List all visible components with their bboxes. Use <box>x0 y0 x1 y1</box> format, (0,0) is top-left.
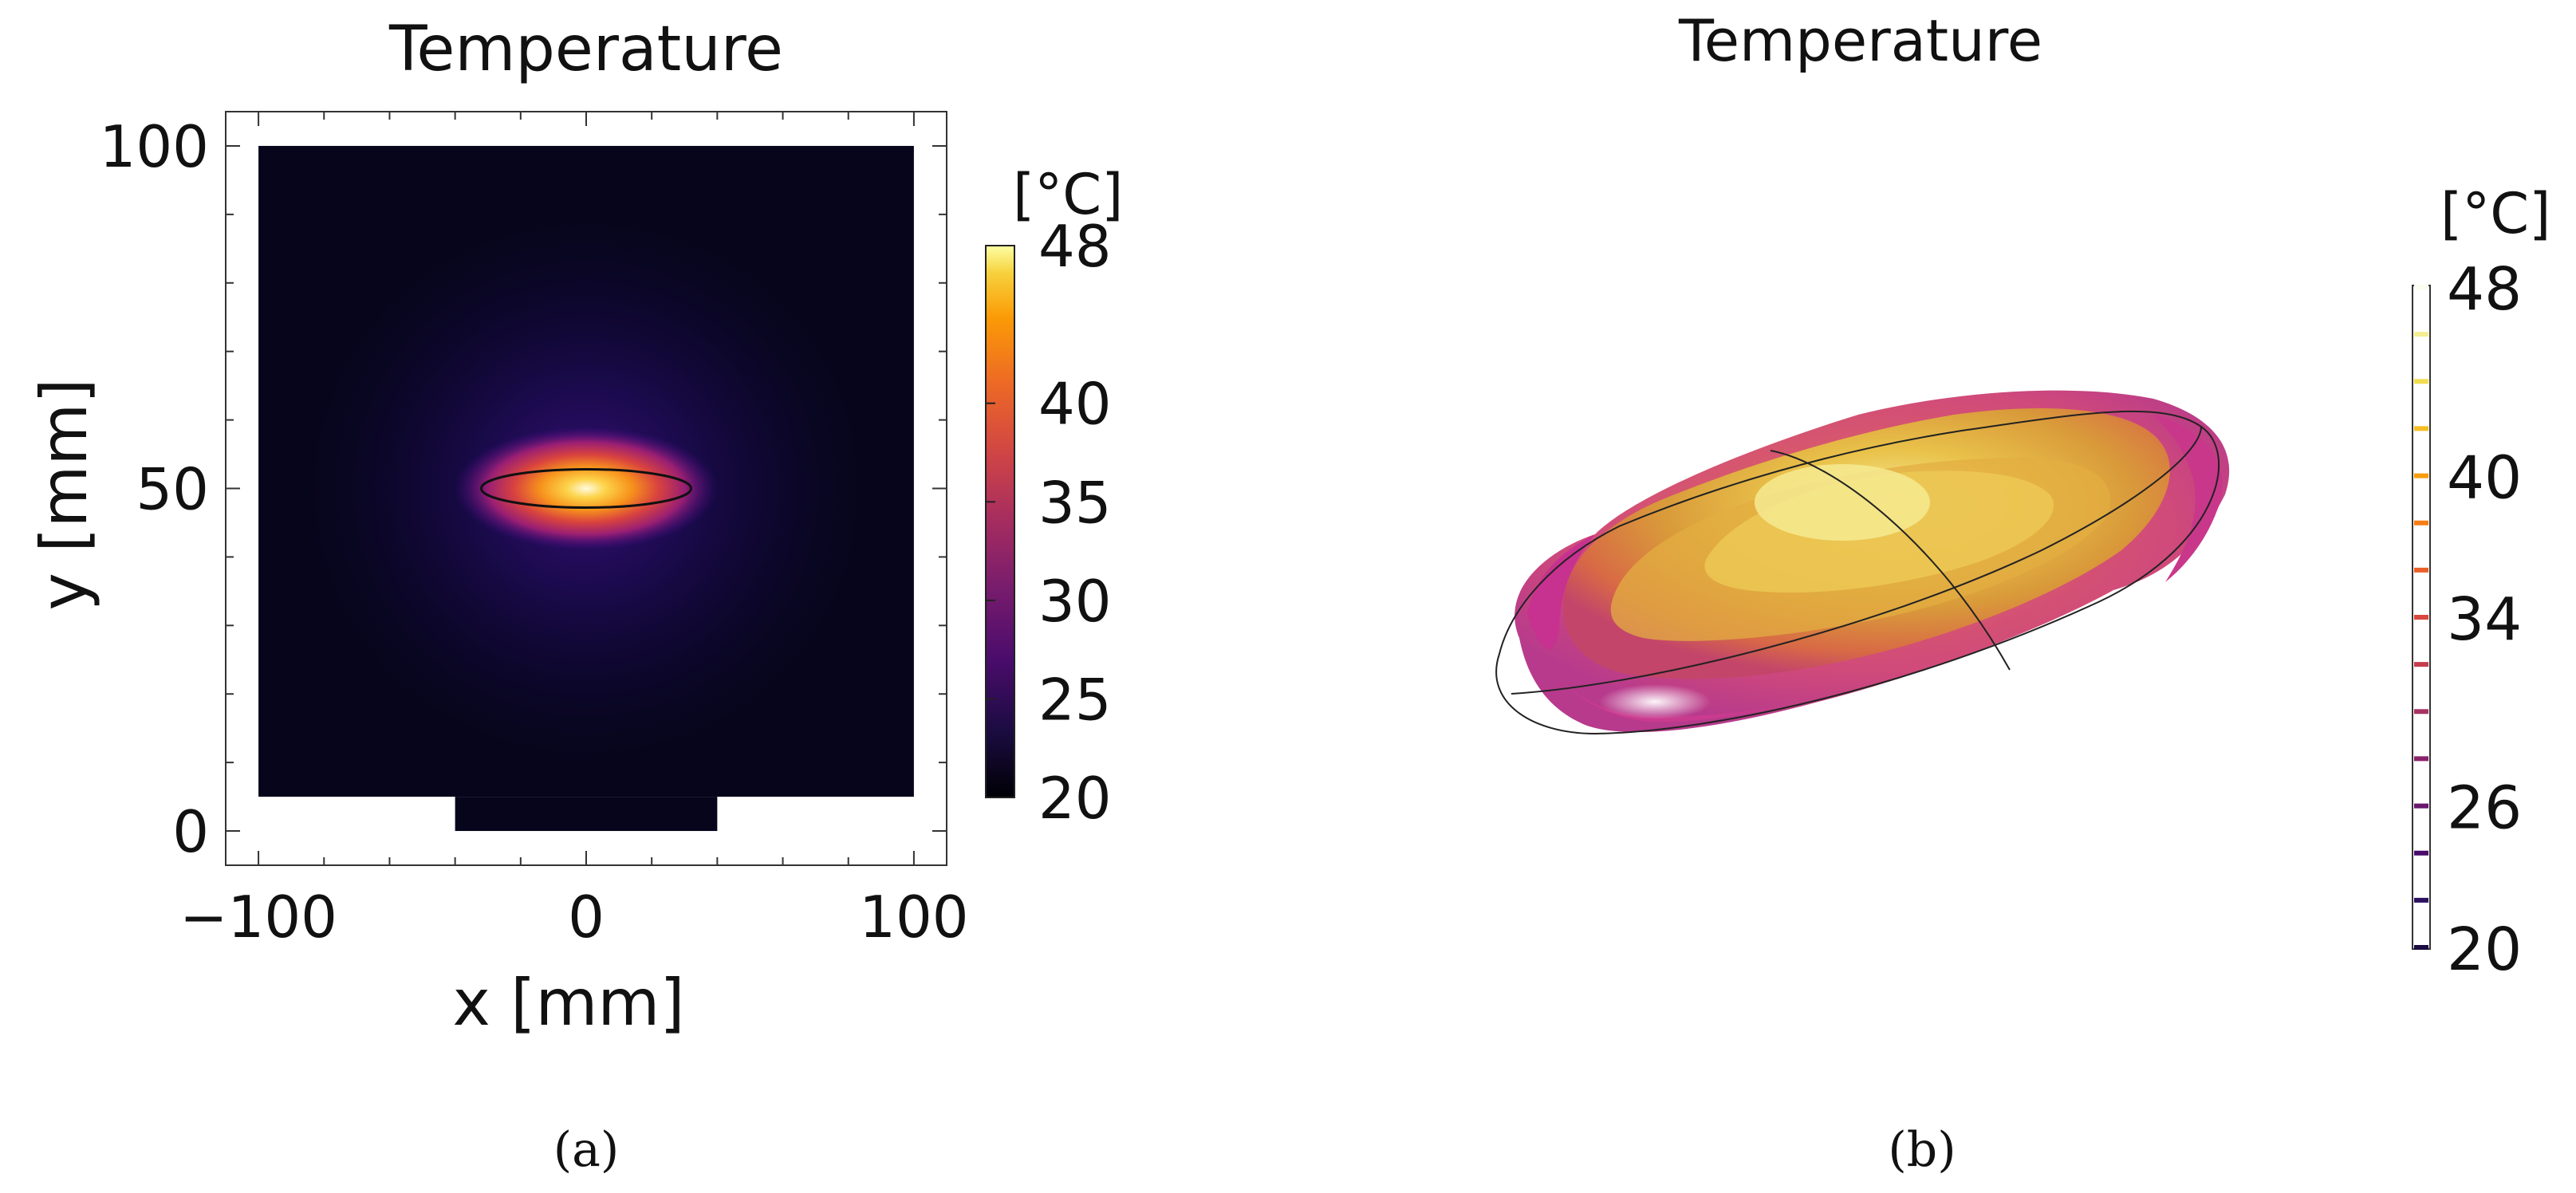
panel-b-wireframe-axis <box>1511 426 2202 695</box>
panel-a-x-axis: −100 0 100 <box>179 112 969 951</box>
panel-a-y-tick-label: 50 <box>136 456 209 523</box>
panel-a-colorbar-unit: [°C] <box>1013 162 1124 227</box>
panel-b-colorbar-tick-label: 20 <box>2447 915 2522 984</box>
panel-a-colorbar-tick-label: 20 <box>1038 765 1112 832</box>
panel-a-colorbar-ticks: 20 25 30 35 40 48 <box>986 213 1112 832</box>
panel-b-specular-highlight <box>1599 684 1711 719</box>
panel-a-x-tick-label: 0 <box>568 884 605 951</box>
panel-a-y-tick-label: 100 <box>100 113 209 180</box>
panel-b-left-fin <box>1527 534 1595 649</box>
panel-a-x-tick-label: 100 <box>859 884 968 951</box>
panel-a-colorbar-tick-label: 48 <box>1038 213 1112 280</box>
panel-a-caption: (a) <box>553 1122 620 1178</box>
panel-a-title: Temperature <box>388 14 783 85</box>
panel-a-x-tick-label: −100 <box>179 884 337 951</box>
panel-b-hot-core <box>1755 464 1930 541</box>
panel-a-heatmap: Temperature −100 0 100 0 50 100 x [mm] y [mm… <box>27 14 1124 1178</box>
panel-b-colorbar-tick-label: 26 <box>2447 774 2522 843</box>
panel-a-colorbar-tick-label: 30 <box>1038 568 1112 635</box>
panel-a-y-axis: 0 50 100 <box>100 113 947 865</box>
panel-b-wireframe-ring <box>1770 450 2011 671</box>
panel-a-heat-glow-inner <box>455 427 718 550</box>
panel-a-y-tick-label: 0 <box>172 798 209 865</box>
panel-a-temperature-field <box>258 145 914 832</box>
panel-b-right-fin <box>2153 415 2223 582</box>
panel-a-colorbar-tick-label: 25 <box>1038 666 1112 733</box>
panel-b-3d-isosurface <box>1495 390 2230 735</box>
panel-b-isosurface: Temperature [°C] 20 26 34 40 48 <box>1495 7 2551 1178</box>
panel-b-wireframe-outer <box>1495 410 2220 735</box>
panel-b-colorbar-tick-label: 34 <box>2447 585 2522 654</box>
panel-b-colorbar-ticks: 20 26 34 40 48 <box>2447 255 2522 984</box>
panel-a-colorbar-tick-label: 40 <box>1038 371 1112 438</box>
panel-a-y-axis-label: y [mm] <box>27 378 101 610</box>
panel-a-base-block <box>455 797 718 832</box>
panel-b-caption: (b) <box>1888 1122 1956 1178</box>
panel-a-colorbar-tick-label: 35 <box>1038 469 1112 536</box>
panel-b-colorbar-unit: [°C] <box>2440 181 2551 246</box>
panel-a-x-axis-label: x [mm] <box>452 966 684 1040</box>
panel-a-ellipse-outline <box>480 467 692 510</box>
panel-b-colorbar-levels <box>2414 285 2428 950</box>
panel-a-colorbar <box>985 245 1015 798</box>
panel-b-colorbar-tick-label: 48 <box>2447 255 2522 324</box>
panel-b-colorbar-tick-label: 40 <box>2447 444 2522 513</box>
panel-b-title: Temperature <box>1678 7 2042 74</box>
